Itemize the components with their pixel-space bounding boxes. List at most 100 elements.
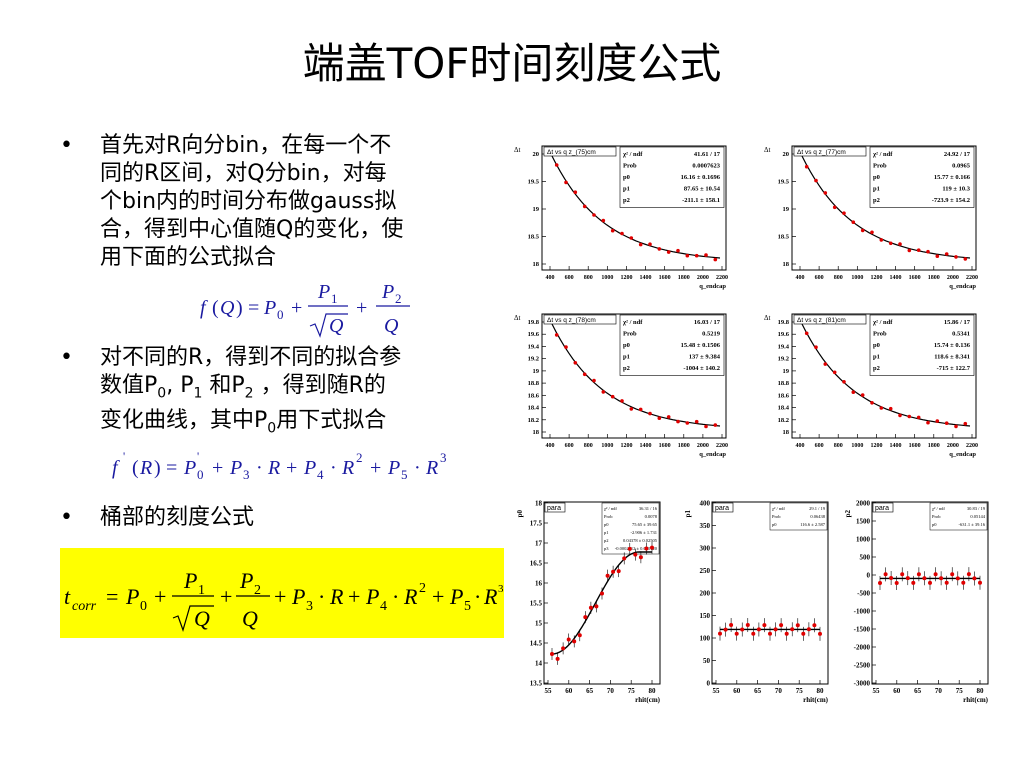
data-point <box>911 580 916 585</box>
svg-text:Q: Q <box>220 297 235 319</box>
svg-text:2: 2 <box>419 581 426 596</box>
y-tick-label: 18 <box>533 261 540 268</box>
data-point <box>851 220 856 224</box>
y-tick-label: 18 <box>535 500 543 508</box>
fit-curve <box>551 155 721 259</box>
y-tick-label: -500 <box>857 590 870 598</box>
svg-text:+: + <box>220 584 232 609</box>
svg-text:R: R <box>267 457 280 479</box>
stats-value: 137 ± 9.384 <box>689 354 721 361</box>
x-tick-label: 400 <box>796 275 805 281</box>
y-tick-label: 18 <box>533 429 540 436</box>
data-point <box>898 413 902 418</box>
stats-key: p0 <box>623 342 630 349</box>
svg-text:5: 5 <box>464 599 471 614</box>
svg-text:=: = <box>166 457 177 479</box>
svg-text:·: · <box>330 457 337 479</box>
y-tick-label: 0 <box>707 680 711 688</box>
svg-text:2: 2 <box>254 583 261 598</box>
data-point <box>592 213 596 217</box>
fit-curve <box>801 155 971 259</box>
bullet-2-line-3: 变化曲线，其中P0用下式拟合 <box>100 407 500 442</box>
data-point <box>644 546 649 551</box>
y-tick-label: 300 <box>700 545 711 553</box>
stats-value: 116.6 ± 2.587 <box>800 522 826 527</box>
x-axis-label: q_endcap <box>949 451 976 458</box>
data-point <box>583 615 588 620</box>
stats-key: Prob <box>623 331 637 338</box>
svg-text:P: P <box>239 568 253 593</box>
y-tick-label: 100 <box>700 635 711 643</box>
data-point <box>801 631 806 636</box>
svg-text:P: P <box>387 457 400 479</box>
data-point <box>713 257 718 262</box>
y-tick-label: 18.8 <box>528 380 540 387</box>
data-point <box>605 573 610 578</box>
stats-box <box>601 502 660 555</box>
data-point <box>922 576 927 581</box>
data-point <box>888 406 893 411</box>
y-tick-label: 15.5 <box>530 600 543 608</box>
y-tick-label: 18.8 <box>778 380 790 387</box>
x-tick-label: 1800 <box>928 443 940 449</box>
x-tick-label: 2200 <box>716 275 728 281</box>
data-point <box>894 581 899 585</box>
x-tick-label: 80 <box>977 687 985 695</box>
x-tick-label: 75 <box>956 687 964 695</box>
param-plot-p0: p0 18 17.5 17 16.5 16 15.5 15 14.5 14 13.5 55 60 65 70… <box>512 494 664 710</box>
stats-key: p0 <box>932 522 937 527</box>
y-tick-label: 18 <box>783 429 790 436</box>
data-point <box>629 236 634 240</box>
stats-key: p2 <box>623 197 630 204</box>
y-tick-label: 19 <box>533 368 540 375</box>
stats-key: Prob <box>604 514 613 519</box>
data-point <box>756 627 761 632</box>
data-point <box>610 228 615 233</box>
data-point <box>879 238 884 242</box>
y-tick-label: -1500 <box>854 626 871 634</box>
svg-text:R: R <box>425 457 438 479</box>
para-tag-box <box>544 502 566 513</box>
page-title: 端盖TOF时间刻度公式 <box>302 39 722 88</box>
svg-text:P: P <box>365 584 379 609</box>
y-tick-label: 18.5 <box>528 234 540 241</box>
stats-box <box>619 146 725 208</box>
x-tick-label: 1000 <box>601 443 613 449</box>
x-tick-label: 1000 <box>851 275 863 281</box>
y-axis-label: Δt <box>514 314 521 322</box>
x-tick-label: 800 <box>584 275 593 281</box>
x-tick-label: 2000 <box>947 275 959 281</box>
data-point <box>704 424 708 429</box>
svg-text:2: 2 <box>395 291 402 306</box>
y-tick-label: 19.4 <box>778 343 790 350</box>
y-tick-label: 17.5 <box>530 520 543 528</box>
data-point <box>694 253 699 258</box>
data-point <box>916 248 921 252</box>
y-tick-label: 400 <box>700 500 711 508</box>
data-point <box>907 414 912 419</box>
svg-text:): ) <box>236 297 243 319</box>
svg-text:P: P <box>317 281 330 303</box>
bullet-2: • 对不同的R，得到不同的拟合参 数值P0, P1 和P2 ，得到随R的 变化曲… <box>60 344 500 437</box>
y-tick-label: -2000 <box>854 644 871 652</box>
data-point <box>954 255 958 259</box>
y-tick-label: 19.8 <box>528 319 540 326</box>
data-point <box>751 631 756 636</box>
x-tick-label: 1200 <box>870 275 882 281</box>
plot-title: Δt vs q z_(78)cm <box>547 317 596 324</box>
x-tick-label: 600 <box>565 275 574 281</box>
y-tick-label: 19.2 <box>528 356 539 363</box>
data-point <box>629 407 634 411</box>
y-tick-label: 200 <box>700 590 711 598</box>
bullet-1-line: 合，得到中心值随Q的变化，使 <box>100 217 404 242</box>
bullet-2-line-2: 数值P0, P1 和P2 ，得到随R的 <box>100 372 500 407</box>
x-tick-label: 1800 <box>928 275 940 281</box>
y-tick-label: 18.6 <box>528 392 540 399</box>
data-point <box>795 623 800 628</box>
plot-title-box <box>793 146 867 157</box>
data-point <box>594 604 599 609</box>
x-tick-label: 80 <box>817 687 825 695</box>
data-point <box>832 205 837 210</box>
svg-text:': ' <box>197 449 199 463</box>
stats-key: χ² / ndf <box>622 319 643 326</box>
